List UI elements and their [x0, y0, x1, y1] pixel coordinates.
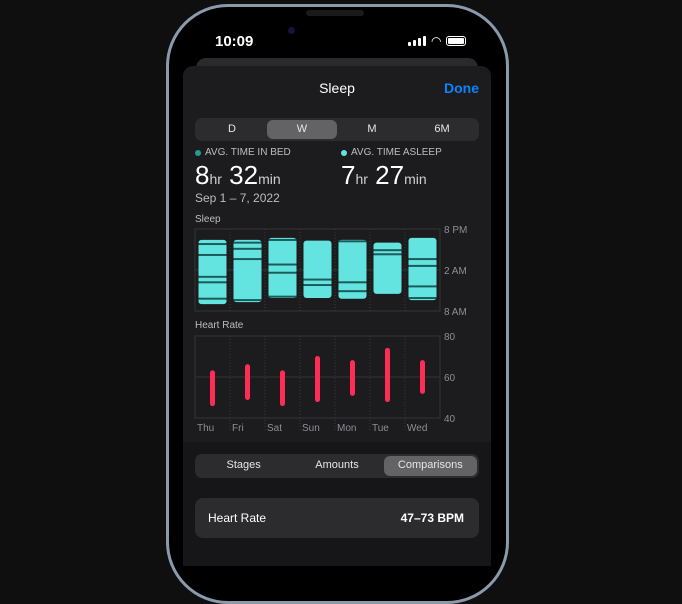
heart-rate-card[interactable]: Heart Rate 47–73 BPM: [195, 498, 479, 538]
awake-mark: [338, 240, 367, 243]
awake-mark: [408, 264, 437, 267]
awake-mark: [198, 253, 227, 256]
sheet-title: Sleep: [319, 80, 355, 96]
awake-mark: [408, 297, 437, 300]
awake-mark: [198, 297, 227, 300]
in-bed-dot: [195, 149, 201, 156]
tab-m[interactable]: M: [367, 123, 377, 135]
awake-mark: [303, 278, 332, 281]
sleep-bar-sat: [268, 237, 297, 299]
awake-mark: [268, 295, 297, 298]
avg-in-bed-value: 8hr 32min: [195, 160, 281, 190]
awake-mark: [233, 299, 262, 302]
awake-mark: [338, 281, 367, 284]
awake-mark: [268, 263, 297, 266]
tab-amounts[interactable]: Amounts: [315, 459, 359, 471]
avg-in-bed-label: AVG. TIME IN BED: [195, 147, 291, 158]
awake-mark: [268, 271, 297, 274]
sleep-sheet: Sleep Done D W M 6M AVG. TIME IN BED AVG. T…: [183, 66, 491, 566]
x-tick-label: Thu: [197, 423, 214, 434]
awake-mark: [373, 253, 402, 256]
camera: [288, 27, 295, 34]
label-text: AVG. TIME IN BED: [205, 147, 291, 158]
x-tick-label: Sun: [302, 423, 320, 434]
sleep-bar-fri: [233, 239, 262, 303]
awake-mark: [373, 249, 402, 252]
view-selector: Stages Amounts Comparisons: [195, 454, 479, 478]
awake-mark: [233, 247, 262, 250]
awake-mark: [408, 258, 437, 261]
sleep-chart: 8 PM 2 AM 8 AM: [194, 225, 467, 318]
sleep-bar-tue: [373, 242, 402, 294]
y-tick-label: 8 AM: [444, 307, 467, 318]
awake-mark: [198, 275, 227, 278]
awake-mark: [338, 290, 367, 293]
awake-mark: [233, 258, 262, 261]
sleep-bar-sun: [303, 240, 332, 299]
sleep-bar-mon: [338, 239, 367, 299]
awake-mark: [408, 285, 437, 288]
sleep-chart-title: Sleep: [195, 214, 221, 225]
x-tick-label: Fri: [232, 423, 244, 434]
done-button[interactable]: Done: [444, 80, 479, 96]
x-tick-label: Tue: [372, 423, 389, 434]
avg-asleep-value: 7hr 27min: [341, 160, 427, 190]
x-tick-label: Sat: [267, 423, 282, 434]
heart-chart-title: Heart Rate: [195, 320, 244, 331]
tab-comparisons[interactable]: Comparisons: [383, 456, 477, 476]
range-selector: D W M 6M: [195, 118, 479, 141]
heart-rate-chart: 80 60 40 Thu Fri Sat Sun Mon Tue Wed: [194, 332, 456, 434]
y-tick-label: 60: [444, 373, 456, 384]
bottom-panel: Stages Amounts Comparisons Heart Rate 47–7…: [183, 442, 491, 566]
awake-mark: [303, 284, 332, 287]
tab-w[interactable]: W: [267, 120, 337, 139]
status-icons: ◠: [408, 34, 467, 48]
sleep-bar-wed: [408, 237, 437, 301]
battery-icon: [446, 36, 467, 46]
awake-mark: [268, 238, 297, 241]
signal-icon: [408, 36, 426, 46]
awake-mark: [233, 241, 262, 244]
awake-mark: [198, 281, 227, 284]
wifi-icon: ◠: [431, 34, 442, 48]
asleep-dot: [341, 149, 347, 156]
x-tick-label: Mon: [337, 423, 356, 434]
sleep-bar-thu: [198, 239, 227, 305]
avg-asleep-label: AVG. TIME ASLEEP: [341, 147, 442, 158]
tab-d[interactable]: D: [228, 123, 236, 135]
y-tick-label: 8 PM: [444, 225, 467, 236]
y-tick-label: 80: [444, 332, 456, 343]
status-time: 10:09: [215, 33, 254, 50]
speaker: [306, 10, 364, 16]
card-label: Heart Rate: [208, 511, 267, 525]
card-value: 47–73 BPM: [400, 511, 464, 525]
x-tick-label: Wed: [407, 423, 427, 434]
y-tick-label: 40: [444, 414, 456, 425]
y-tick-label: 2 AM: [444, 266, 467, 277]
tab-stages[interactable]: Stages: [226, 459, 261, 471]
tab-6m[interactable]: 6M: [434, 123, 450, 135]
label-text: AVG. TIME ASLEEP: [351, 147, 442, 158]
awake-mark: [198, 243, 227, 246]
date-range: Sep 1 – 7, 2022: [195, 191, 280, 205]
